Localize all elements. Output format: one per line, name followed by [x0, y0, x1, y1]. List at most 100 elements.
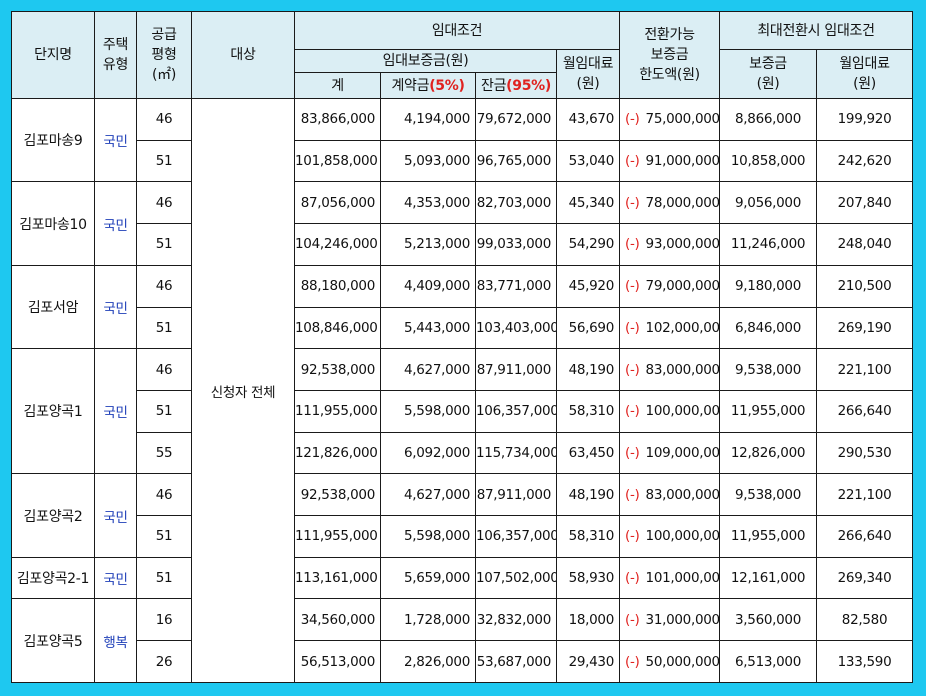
table-row: 김포양곡1 국민 46 92,538,000 4,627,000 87,911,000 48… [11, 348, 914, 475]
contract-cell: 5,598,000 [380, 389, 476, 433]
contract-cell: 5,443,000 [380, 306, 476, 350]
max-rent-cell: 248,040 [816, 223, 914, 266]
deposit-total-cell: 121,826,000 [294, 431, 381, 475]
table-row: 김포마송9 국민 46 신청자 전체 83,866,000 4,194,000 79,672… [11, 97, 914, 683]
monthly-rent-cell: 63,450 [555, 431, 621, 475]
complex-name-cell: 김포양곡1 [11, 348, 95, 475]
conversion-limit-value: 50,000,000 [645, 653, 720, 670]
monthly-rent-cell: 45,340 [555, 181, 621, 225]
monthly-rent-cell: 58,930 [555, 556, 621, 600]
contract-cell: 5,659,000 [380, 556, 476, 600]
balance-cell: 107,502,000 [475, 556, 557, 600]
contract-cell: 4,627,000 [380, 348, 476, 391]
conversion-limit-value: 83,000,000 [645, 486, 720, 503]
deposit-total-cell: 83,866,000 [294, 98, 381, 141]
contract-cell: 5,598,000 [380, 515, 476, 558]
balance-cell: 79,672,000 [475, 98, 557, 141]
header-target: 대상 [191, 11, 295, 99]
header-supply-area-line2: 평형 [151, 47, 177, 63]
max-deposit-cell: 9,538,000 [719, 348, 818, 391]
header-housing-type-line2: 유형 [102, 57, 129, 73]
complex-name-cell: 김포양곡5 [11, 598, 95, 683]
conversion-limit-cell: (-) 93,000,000 [619, 223, 721, 266]
contract-cell: 6,092,000 [380, 431, 476, 475]
max-deposit-cell: 11,955,000 [719, 515, 818, 558]
balance-cell: 87,911,000 [475, 473, 557, 517]
deposit-total-cell: 108,846,000 [294, 306, 381, 350]
conversion-limit-value: 79,000,000 [645, 278, 720, 295]
conversion-limit-cell: (-) 75,000,000 [619, 98, 721, 141]
deposit-total-cell: 104,246,000 [294, 223, 381, 266]
table-header: 단지명 주택 유형 공급 평형 (㎡) 대상 임대조건 전환가능 보증금 한도액… [11, 11, 914, 99]
supply-area-cell: 51 [136, 223, 192, 266]
supply-area-cell: 51 [136, 139, 192, 183]
minus-sign: (-) [625, 111, 640, 128]
housing-type-cell: 국민 [94, 556, 137, 600]
header-monthly-rent: 월임대료 (원) [555, 49, 621, 99]
minus-sign: (-) [625, 403, 640, 420]
header-monthly-rent-line2: (원) [576, 76, 600, 92]
conversion-limit-cell: (-) 83,000,000 [619, 473, 721, 517]
monthly-rent-cell: 58,310 [555, 515, 621, 558]
housing-type-cell: 국민 [94, 181, 137, 266]
max-deposit-cell: 11,955,000 [719, 389, 818, 433]
table-row: 51 111,955,000 5,598,000 106,357,000 58,310(… [12, 389, 914, 433]
monthly-rent-cell: 54,290 [555, 223, 621, 266]
max-rent-cell: 269,340 [816, 556, 914, 600]
header-deposit-group: 임대보증금(원) [294, 49, 557, 73]
balance-cell: 106,357,000 [475, 389, 557, 433]
conversion-limit-cell: (-) 100,000,000 [619, 389, 721, 433]
max-deposit-cell: 6,513,000 [719, 640, 818, 683]
conversion-limit-cell: (-) 109,000,000 [619, 431, 721, 475]
max-rent-cell: 82,580 [816, 598, 914, 642]
balance-cell: 115,734,000 [475, 431, 557, 475]
supply-area-cell: 46 [136, 264, 192, 308]
minus-sign: (-) [625, 153, 640, 170]
table-row: 김포양곡2 국민 46 92,538,000 4,627,000 87,911,000 48… [11, 473, 914, 558]
contract-cell: 4,194,000 [380, 98, 476, 141]
table-row: 김포양곡5 행복 16 34,560,000 1,728,000 32,832,000 18… [11, 598, 914, 683]
deposit-total-cell: 113,161,000 [294, 556, 381, 600]
table-row: 51 111,955,000 5,598,000 106,357,000 58,310(… [12, 515, 914, 558]
conversion-limit-cell: (-) 102,000,000 [619, 306, 721, 350]
contract-cell: 2,826,000 [380, 640, 476, 683]
complex-name-cell: 김포양곡2-1 [11, 556, 95, 600]
conversion-limit-value: 93,000,000 [645, 236, 720, 253]
header-supply-area-line3: (㎡) [151, 67, 177, 83]
contract-cell: 4,627,000 [380, 473, 476, 517]
supply-area-cell: 26 [136, 640, 192, 683]
monthly-rent-cell: 48,190 [555, 473, 621, 517]
balance-cell: 99,033,000 [475, 223, 557, 266]
header-conversion-limit: 전환가능 보증금 한도액(원) [619, 11, 721, 99]
table-row: 김포마송10 국민 46 87,056,000 4,353,000 82,703,000 4… [11, 181, 914, 266]
conversion-limit-cell: (-) 78,000,000 [619, 181, 721, 225]
header-max-deposit-line1: 보증금 [749, 56, 787, 72]
header-max-deposit-line2: (원) [756, 76, 780, 92]
contract-cell: 4,353,000 [380, 181, 476, 225]
supply-area-cell: 55 [136, 431, 192, 475]
minus-sign: (-) [625, 444, 640, 461]
header-monthly-rent-line1: 월임대료 [562, 56, 614, 72]
max-rent-cell: 221,100 [816, 348, 914, 391]
header-balance: 잔금(95%) [475, 72, 557, 99]
supply-area-cell: 51 [136, 306, 192, 350]
table-row: 51 101,858,000 5,093,000 96,765,000 53,040 (-… [12, 139, 914, 183]
housing-type-cell: 행복 [94, 598, 137, 683]
header-housing-type: 주택 유형 [94, 11, 137, 99]
max-rent-cell: 269,190 [816, 306, 914, 350]
max-rent-cell: 199,920 [816, 98, 914, 141]
max-rent-cell: 266,640 [816, 515, 914, 558]
balance-cell: 53,687,000 [475, 640, 557, 683]
housing-type-cell: 국민 [94, 264, 137, 350]
lease-terms-table: 단지명 주택 유형 공급 평형 (㎡) 대상 임대조건 전환가능 보증금 한도액… [11, 11, 914, 683]
balance-cell: 83,771,000 [475, 264, 557, 308]
balance-cell: 106,357,000 [475, 515, 557, 558]
minus-sign: (-) [625, 278, 640, 295]
header-max-rent-line1: 월임대료 [839, 56, 890, 72]
minus-sign: (-) [625, 361, 640, 378]
max-rent-cell: 290,530 [816, 431, 914, 475]
target-cell: 신청자 전체 [191, 98, 295, 683]
balance-cell: 103,403,000 [475, 306, 557, 350]
supply-area-cell: 51 [136, 515, 192, 558]
